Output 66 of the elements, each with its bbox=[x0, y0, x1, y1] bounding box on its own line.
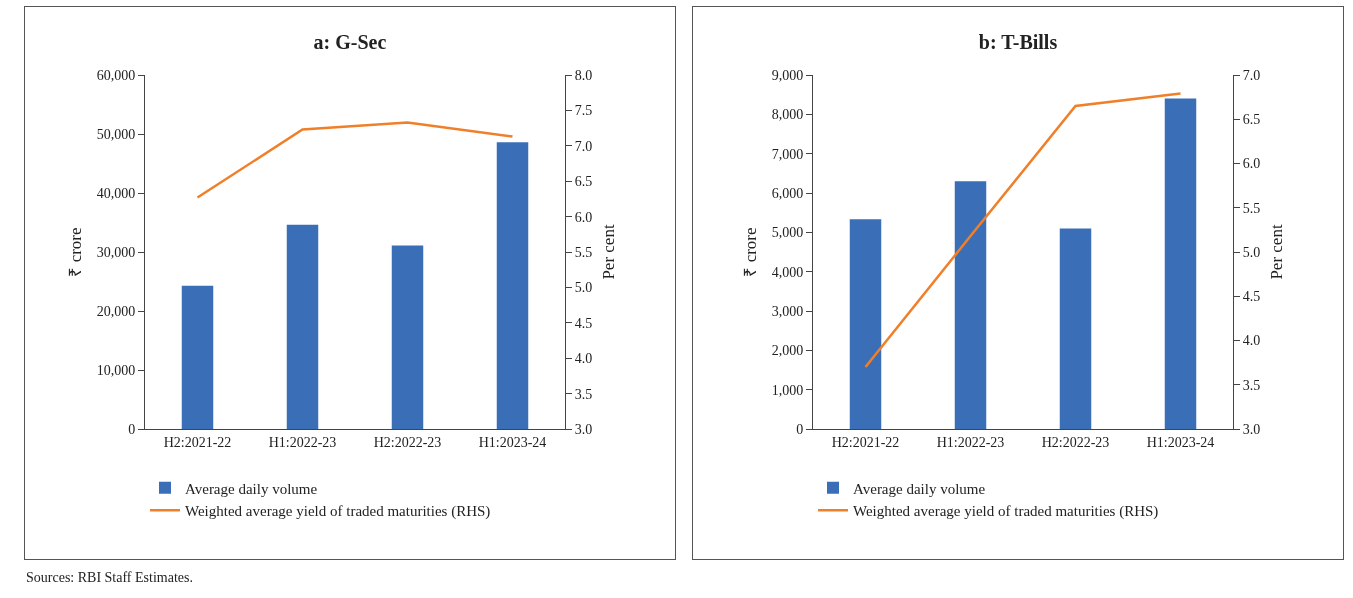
y2-tick-label: 3.5 bbox=[1242, 377, 1261, 393]
y2-tick-label: 7.5 bbox=[574, 103, 593, 119]
legend-label: Average daily volume bbox=[853, 480, 986, 497]
y-tick-label: 40,000 bbox=[96, 185, 136, 201]
x-tick-label: H2:2022-23 bbox=[373, 434, 442, 450]
y-tick-label: 2,000 bbox=[771, 343, 804, 359]
y2-tick-label: 6.5 bbox=[1242, 112, 1261, 128]
y-tick-label: 4,000 bbox=[771, 264, 804, 280]
y2-tick-label: 8.0 bbox=[574, 67, 593, 83]
bar bbox=[286, 224, 319, 429]
legend-label: Weighted average yield of traded maturities (RHS) bbox=[853, 503, 1159, 521]
bar bbox=[1059, 228, 1092, 429]
y2-tick-label: 5.0 bbox=[1242, 244, 1261, 260]
y2-tick-label: 6.0 bbox=[574, 209, 593, 225]
y2-tick-label: 3.0 bbox=[1242, 421, 1261, 437]
bar bbox=[849, 219, 882, 429]
y-tick-label: 0 bbox=[796, 421, 804, 437]
chart-title: a: G-Sec bbox=[313, 30, 387, 53]
y-axis-title: ₹ crore bbox=[741, 227, 761, 277]
y-tick-label: 1,000 bbox=[771, 382, 804, 398]
bar bbox=[954, 181, 987, 429]
x-tick-label: H2:2022-23 bbox=[1041, 434, 1110, 450]
bar bbox=[496, 142, 529, 429]
line-series bbox=[864, 92, 1182, 369]
x-tick-label: H1:2023-24 bbox=[478, 434, 547, 450]
y2-tick-label: 4.0 bbox=[574, 351, 593, 367]
y-tick-label: 7,000 bbox=[771, 146, 804, 162]
y2-tick-label: 7.0 bbox=[1242, 67, 1261, 83]
bar bbox=[1164, 98, 1197, 429]
legend-label: Weighted average yield of traded maturities (RHS) bbox=[185, 503, 491, 521]
y-tick-label: 20,000 bbox=[96, 303, 136, 319]
y-tick-label: 10,000 bbox=[96, 362, 136, 378]
y2-tick-label: 3.0 bbox=[574, 421, 593, 437]
y-axis-title: ₹ crore bbox=[66, 227, 86, 277]
y-tick-label: 3,000 bbox=[771, 303, 804, 319]
bar bbox=[181, 285, 214, 429]
bar bbox=[391, 245, 424, 429]
y2-tick-label: 6.0 bbox=[1242, 156, 1261, 172]
y2-tick-label: 7.0 bbox=[574, 138, 593, 154]
y2-tick-label: 5.0 bbox=[574, 280, 593, 296]
x-tick-label: H2:2021-22 bbox=[831, 434, 900, 450]
x-tick-label: H2:2021-22 bbox=[163, 434, 232, 450]
y2-tick-label: 4.0 bbox=[1242, 333, 1261, 349]
y2-tick-label: 3.5 bbox=[574, 386, 593, 402]
legend-label: Average daily volume bbox=[185, 480, 318, 497]
y2-tick-label: 5.5 bbox=[1242, 200, 1261, 216]
y-tick-label: 6,000 bbox=[771, 185, 804, 201]
y-tick-label: 0 bbox=[128, 421, 136, 437]
x-tick-label: H1:2022-23 bbox=[268, 434, 337, 450]
source-note: Sources: RBI Staff Estimates. bbox=[26, 570, 193, 586]
x-tick-label: H1:2022-23 bbox=[936, 434, 1005, 450]
y-tick-label: 8,000 bbox=[771, 107, 804, 123]
y2-tick-label: 6.5 bbox=[574, 174, 593, 190]
y-tick-label: 5,000 bbox=[771, 225, 804, 241]
y2-axis-title: Per cent bbox=[598, 224, 618, 280]
y2-tick-label: 5.5 bbox=[574, 244, 593, 260]
y-tick-label: 60,000 bbox=[96, 67, 136, 83]
y-tick-label: 50,000 bbox=[96, 126, 136, 142]
y-tick-label: 9,000 bbox=[771, 67, 804, 83]
y2-tick-label: 4.5 bbox=[574, 315, 593, 331]
chart-title: b: T-Bills bbox=[978, 30, 1058, 53]
y-tick-label: 30,000 bbox=[96, 244, 136, 260]
x-tick-label: H1:2023-24 bbox=[1146, 434, 1215, 450]
y2-axis-title: Per cent bbox=[1266, 224, 1286, 280]
y2-tick-label: 4.5 bbox=[1242, 289, 1261, 305]
line-series bbox=[196, 121, 514, 199]
